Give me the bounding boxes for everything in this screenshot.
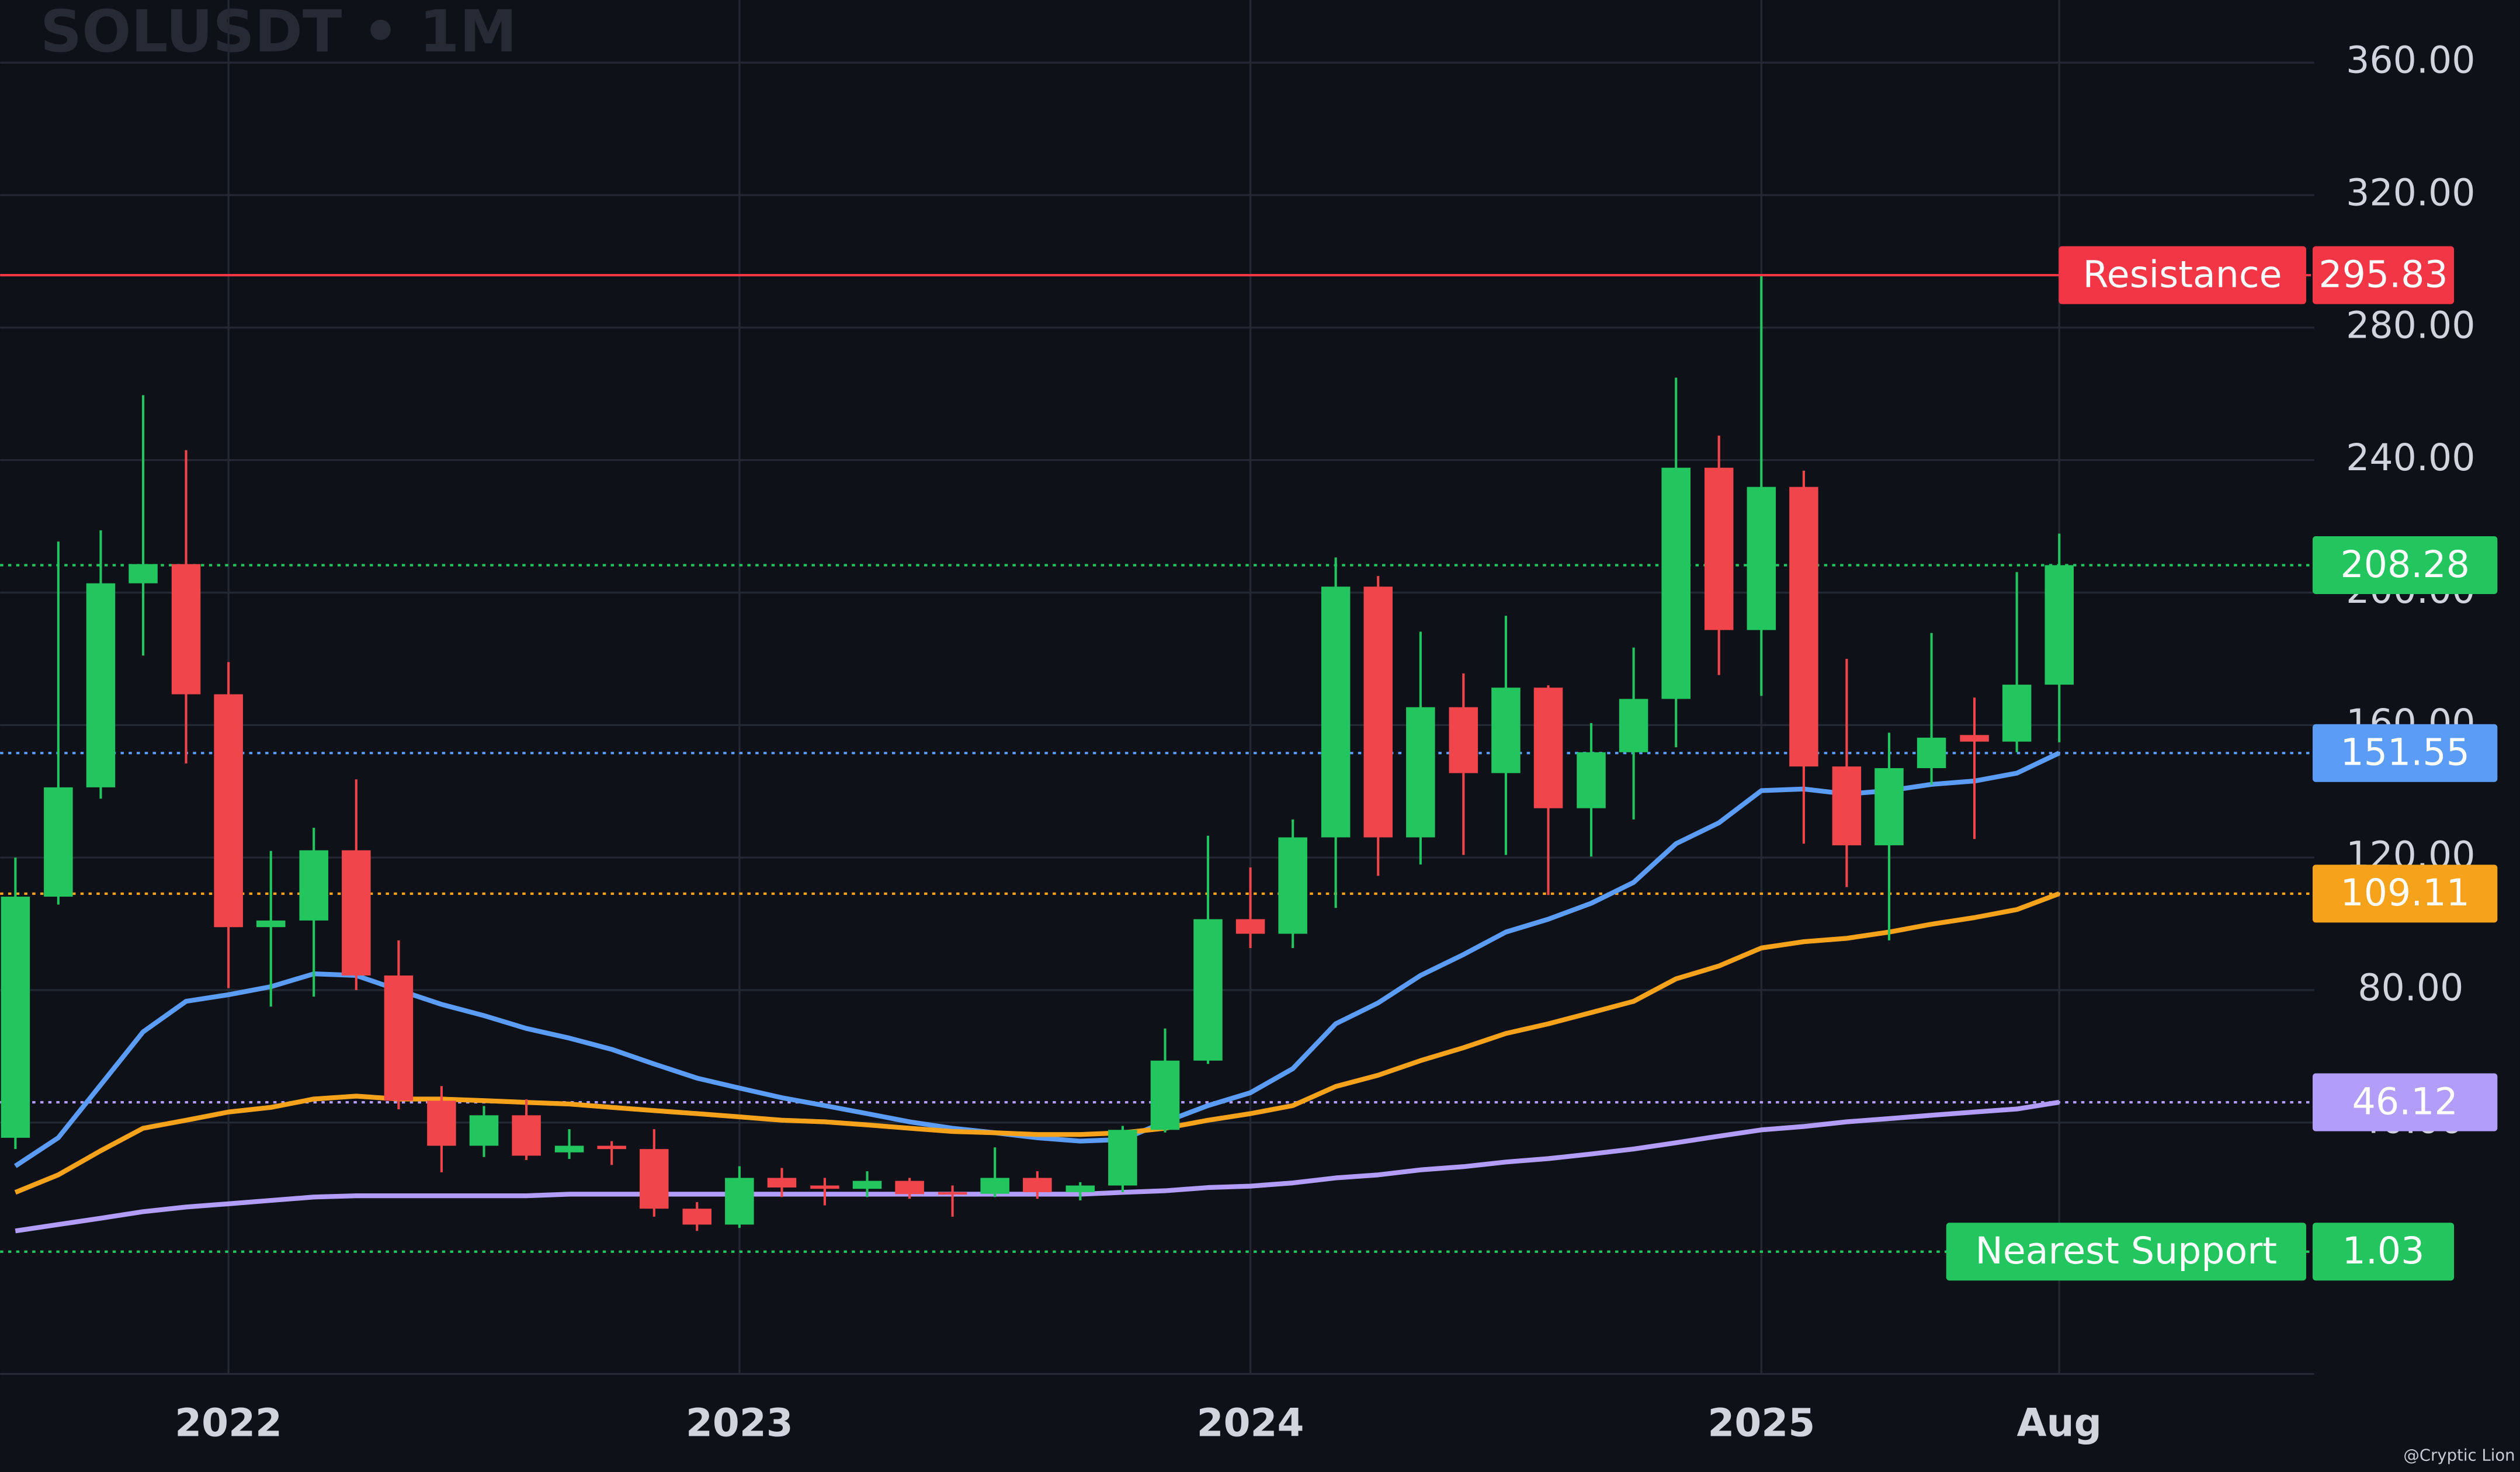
candle-body <box>512 1115 541 1156</box>
candle-body <box>1193 919 1223 1061</box>
candle-body <box>1491 688 1521 773</box>
candle-body <box>2045 565 2074 685</box>
candle-body <box>299 850 328 921</box>
candle-body <box>1363 586 1393 838</box>
candle-body <box>597 1145 626 1150</box>
level-badge <box>1946 1223 2306 1281</box>
candle-body <box>1533 688 1563 808</box>
candle-body <box>129 564 158 584</box>
price-badge-label: 1.03 <box>2342 1229 2425 1272</box>
price-badge <box>2312 246 2455 304</box>
candle-body <box>1577 752 1606 808</box>
price-badge-label: 109.11 <box>2340 871 2469 914</box>
candle-body <box>256 920 286 928</box>
candle-body <box>1619 699 1648 752</box>
candle-body <box>1832 766 1862 846</box>
level-badge-label: Nearest Support <box>1976 1229 2278 1272</box>
y-tick-label: 280.00 <box>2346 303 2475 346</box>
candle-body <box>86 583 116 787</box>
candle-body <box>980 1178 1009 1194</box>
candle-body <box>682 1209 712 1225</box>
candle-body <box>469 1115 499 1146</box>
price-badge <box>2312 865 2498 923</box>
candle-body <box>1235 919 1265 934</box>
candle-body <box>1747 487 1776 630</box>
candle-body <box>725 1178 754 1225</box>
price-badge-label: 151.55 <box>2340 731 2469 774</box>
level-badge <box>2059 246 2306 304</box>
candle-body <box>1704 467 1734 630</box>
candle-body <box>1023 1178 1052 1192</box>
candle-body <box>1150 1060 1180 1130</box>
x-tick-label: 2024 <box>1197 1400 1304 1445</box>
candle-body <box>1960 735 1989 742</box>
x-tick-label: 2022 <box>175 1400 282 1445</box>
moving-average <box>14 891 2060 1195</box>
candle-body <box>767 1178 797 1188</box>
x-tick-label: 2023 <box>686 1400 793 1445</box>
candle-body <box>427 1100 456 1146</box>
price-badge-label: 208.28 <box>2340 543 2469 586</box>
candle-body <box>852 1181 882 1189</box>
y-tick-label: 240.00 <box>2346 436 2475 479</box>
candle-body <box>342 850 371 976</box>
candle-body <box>384 975 414 1101</box>
candle-body <box>938 1192 967 1195</box>
candle-body <box>554 1145 584 1152</box>
candle-body <box>171 564 201 695</box>
candle-body <box>1449 707 1478 773</box>
level-badge-label: Resistance <box>2083 252 2282 296</box>
candle-body <box>1065 1185 1095 1192</box>
price-badge <box>2312 1073 2498 1131</box>
candle-body <box>1661 467 1691 699</box>
price-badge <box>2312 724 2498 782</box>
candle-body <box>1108 1130 1137 1186</box>
candle-body <box>1875 768 1904 846</box>
price-badge <box>2312 536 2498 595</box>
candle-body <box>895 1181 924 1195</box>
candle-body <box>810 1185 839 1189</box>
y-tick-label: 360.00 <box>2346 39 2475 82</box>
y-tick-label: 320.00 <box>2346 171 2475 214</box>
y-tick-label: 80.00 <box>2358 966 2463 1009</box>
candle-body <box>1278 837 1307 934</box>
candle-body <box>2002 685 2032 742</box>
x-tick-label: Aug <box>2017 1400 2102 1445</box>
price-badge-label: 46.12 <box>2352 1079 2458 1123</box>
chart-title: SOLUSDT • 1M <box>40 0 517 65</box>
candle-body <box>1917 737 1946 769</box>
candle-body <box>640 1149 669 1209</box>
candle-body <box>44 787 73 897</box>
price-badge-label: 295.83 <box>2318 252 2448 296</box>
candle-body <box>214 694 243 928</box>
candle-body <box>1406 707 1435 838</box>
candle-body <box>1 897 30 1138</box>
x-tick-label: 2025 <box>1707 1400 1815 1445</box>
candle-body <box>1321 586 1351 838</box>
candle-body <box>1789 487 1818 767</box>
price-badge <box>2312 1223 2455 1281</box>
watermark: @Cryptic Lion <box>2403 1446 2515 1464</box>
